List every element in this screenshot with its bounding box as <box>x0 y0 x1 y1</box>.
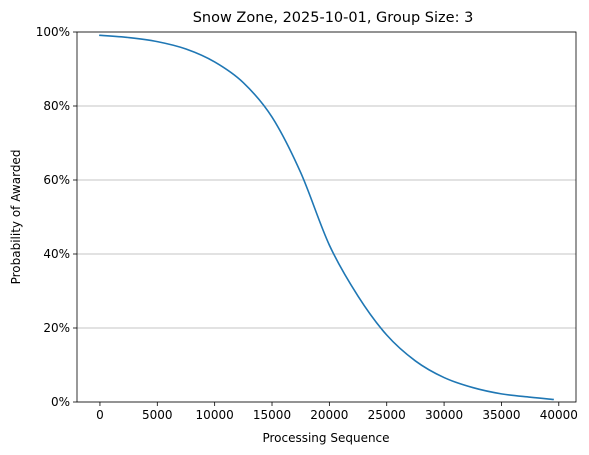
x-tick-label: 35000 <box>482 408 520 422</box>
y-gridlines <box>77 31 576 403</box>
y-tick-label: 100% <box>36 25 70 39</box>
x-tick-label: 20000 <box>310 408 348 422</box>
series-layer <box>99 34 554 401</box>
series-line <box>99 34 554 401</box>
x-axis-label: Processing Sequence <box>262 431 389 445</box>
y-tick-label: 20% <box>43 321 70 335</box>
y-tick-label: 40% <box>43 247 70 261</box>
x-axis-ticks: 0 5000 10000 15000 20000 25000 30000 35000 40000 <box>96 402 578 422</box>
chart-title: Snow Zone, 2025-10-01, Group Size: 3 <box>193 10 474 26</box>
y-tick-label: 80% <box>43 99 70 113</box>
y-tick-label: 60% <box>43 173 70 187</box>
x-tick-label: 25000 <box>368 408 406 422</box>
x-tick-label: 5000 <box>142 408 173 422</box>
x-tick-label: 0 <box>96 408 104 422</box>
x-tick-label: 40000 <box>540 408 578 422</box>
x-tick-label: 30000 <box>425 408 463 422</box>
y-tick-label: 0% <box>51 395 70 409</box>
plot-area-frame <box>76 31 577 403</box>
y-axis-ticks: 0% 20% 40% 60% 80% 100% <box>36 25 77 409</box>
y-axis-label: Probability of Awarded <box>9 150 23 285</box>
x-tick-label: 15000 <box>253 408 291 422</box>
x-tick-label: 10000 <box>196 408 234 422</box>
